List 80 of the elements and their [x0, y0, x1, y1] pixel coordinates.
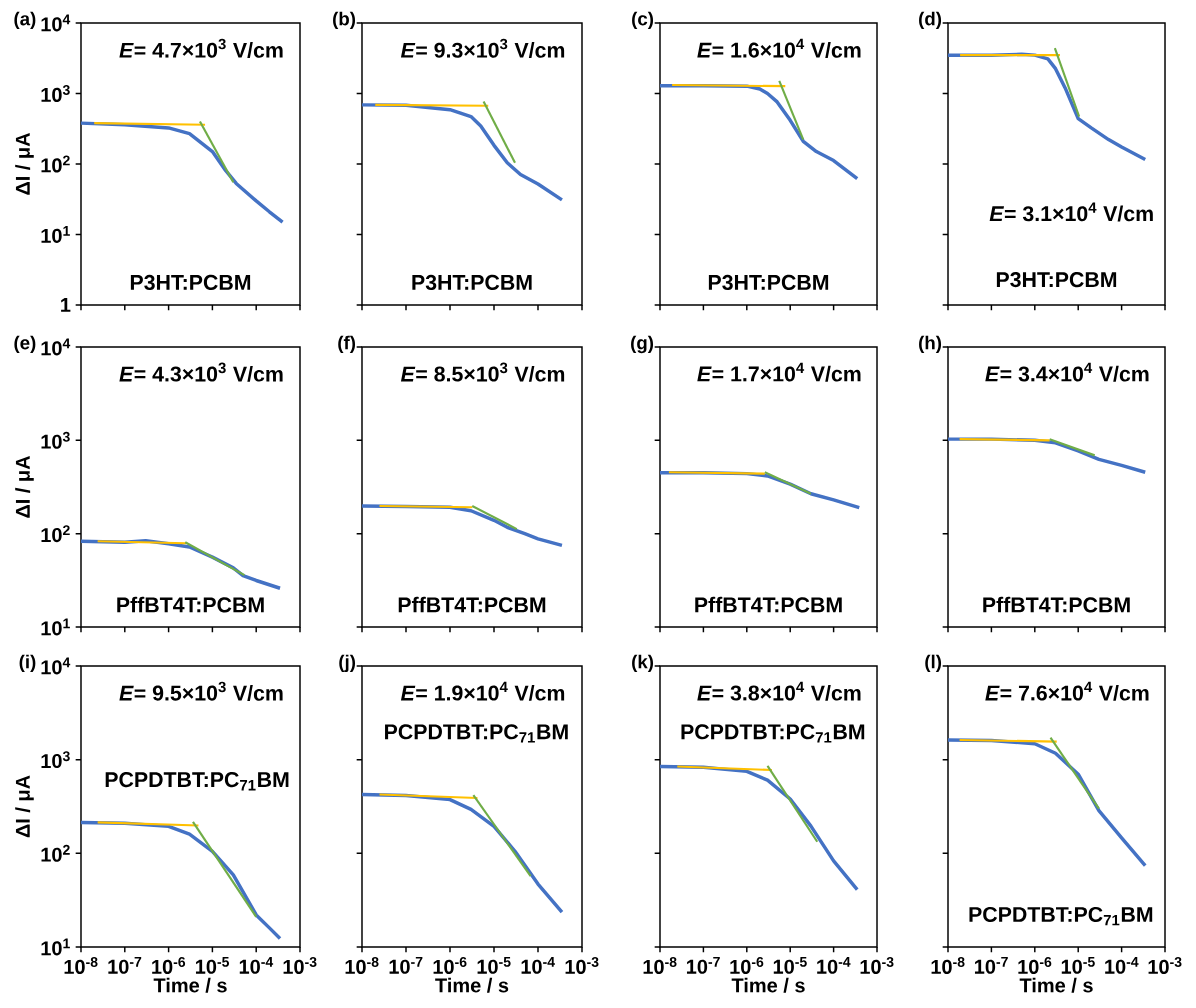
annotation: E= 3.8×10$^{4}$ V/cm: [697, 681, 861, 701]
x-tick-label: 10$^{-7}$: [974, 957, 1008, 974]
annotation: E= 1.6×10$^{4}$ V/cm: [697, 38, 861, 58]
x-tick-label: 10$^{-7}$: [389, 957, 423, 974]
x-tick-label: 10$^{-3}$: [565, 957, 599, 974]
y-tick-label: 10$^{2}$: [41, 844, 70, 862]
x-tick-label: 10$^{-4}$: [817, 957, 851, 974]
x-tick-label: 10$^{-5}$: [195, 957, 230, 974]
x-tick-label: 10$^{-3}$: [860, 957, 894, 974]
x-tick-label: 10$^{-3}$: [283, 957, 317, 974]
chart-title: (e): [14, 335, 36, 354]
y-tick-label: 10$^{4}$: [41, 338, 71, 356]
annotation: P3HT:PCBM: [708, 274, 829, 290]
chart-title: (a): [14, 11, 36, 30]
x-tick-label: 10$^{-8}$: [345, 957, 379, 974]
x-tick-label: 10$^{-8}$: [931, 957, 965, 974]
chart-title: (k): [632, 654, 654, 673]
annotation: E= 8.5×10$^{3}$ V/cm: [400, 362, 565, 382]
annotation: E= 9.5×10$^{3}$ V/cm: [119, 681, 283, 701]
x-tick-label: 10$^{-4}$: [521, 957, 555, 974]
annotation: E= 9.3×10$^{3}$ V/cm: [400, 38, 565, 58]
annotation: E= 1.9×10$^{4}$ V/cm: [400, 681, 565, 701]
y-tick-label: 1: [61, 298, 71, 312]
chart-title: (g): [631, 335, 654, 354]
x-tick-label: 10$^{-5}$: [1061, 957, 1095, 974]
x-tick-label: 10$^{-5}$: [773, 957, 807, 974]
annotation: P3HT:PCBM: [130, 274, 251, 290]
annotation: PCPDTBT:PC$_{71}$BM: [105, 772, 289, 791]
annotation: PffBT4T:PCBM: [983, 596, 1130, 613]
annotation: P3HT:PCBM: [996, 272, 1117, 288]
chart-title: (l): [925, 654, 942, 673]
x-tick-label: 10$^{-6}$: [730, 957, 764, 974]
x-tick-label: 10$^{-4}$: [239, 957, 274, 974]
y-tick-label: 10$^{3}$: [41, 85, 70, 102]
y-tick-label: 10$^{1}$: [41, 938, 70, 956]
x-tick-label: 10$^{-7}$: [108, 957, 142, 974]
x-tick-label: 10$^{-6}$: [433, 957, 467, 974]
y-tick-label: 10$^{3}$: [41, 431, 70, 449]
y-axis-title: ΔI / μA: [15, 455, 34, 518]
annotation: E= 3.1×10$^{4}$ V/cm: [989, 202, 1153, 222]
chart-title: (b): [333, 11, 356, 30]
chart-title: (i): [19, 654, 36, 673]
annotation: PCPDTBT:PC$_{71}$BM: [969, 906, 1153, 926]
chart-title: (c): [632, 11, 654, 30]
annotation: E= 4.7×10$^{3}$ V/cm: [119, 38, 283, 58]
x-tick-label: 10$^{-5}$: [477, 957, 511, 974]
annotation: E= 3.4×10$^{4}$ V/cm: [985, 362, 1149, 382]
x-tick-label: 10$^{-7}$: [686, 957, 720, 974]
annotation: PffBT4T:PCBM: [398, 596, 546, 613]
chart-title: (h): [919, 335, 942, 354]
x-axis-title: Time / s: [435, 977, 509, 993]
annotation: PffBT4T:PCBM: [117, 596, 264, 613]
y-tick-label: 10$^{1}$: [41, 226, 70, 243]
chart-title: (j): [339, 654, 356, 673]
annotation: PCPDTBT:PC$_{71}$BM: [385, 724, 568, 743]
y-axis-title: ΔI / μA: [15, 132, 34, 195]
y-tick-label: 10$^{4}$: [41, 14, 71, 32]
y-tick-label: 10$^{2}$: [41, 525, 70, 543]
annotation: E= 7.6×10$^{4}$ V/cm: [985, 681, 1149, 701]
x-tick-label: 10$^{-4}$: [1105, 957, 1139, 974]
annotation: PffBT4T:PCBM: [695, 596, 842, 613]
y-tick-label: 10$^{3}$: [41, 751, 70, 769]
annotation: E= 1.7×10$^{4}$ V/cm: [697, 362, 861, 382]
x-tick-label: 10$^{-6}$: [1018, 957, 1052, 974]
x-tick-label: 10$^{-8}$: [643, 957, 677, 974]
chart-title: (d): [919, 11, 942, 30]
chart-title: (f): [338, 335, 356, 354]
y-tick-label: 10$^{4}$: [41, 657, 71, 675]
x-tick-label: 10$^{-3}$: [1148, 957, 1182, 974]
annotation: E= 4.3×10$^{3}$ V/cm: [119, 362, 283, 382]
y-tick-label: 10$^{1}$: [41, 618, 70, 636]
annotation: PCPDTBT:PC$_{71}$BM: [681, 724, 865, 743]
x-tick-label: 10$^{-8}$: [64, 957, 98, 974]
x-tick-label: 10$^{-6}$: [152, 957, 186, 974]
y-tick-label: 10$^{2}$: [41, 155, 70, 173]
x-axis-title: Time / s: [153, 977, 227, 993]
y-axis-title: ΔI / μA: [15, 775, 34, 838]
annotation: P3HT:PCBM: [412, 274, 532, 290]
x-axis-title: Time / s: [731, 977, 805, 993]
x-axis-title: Time / s: [1019, 977, 1093, 993]
